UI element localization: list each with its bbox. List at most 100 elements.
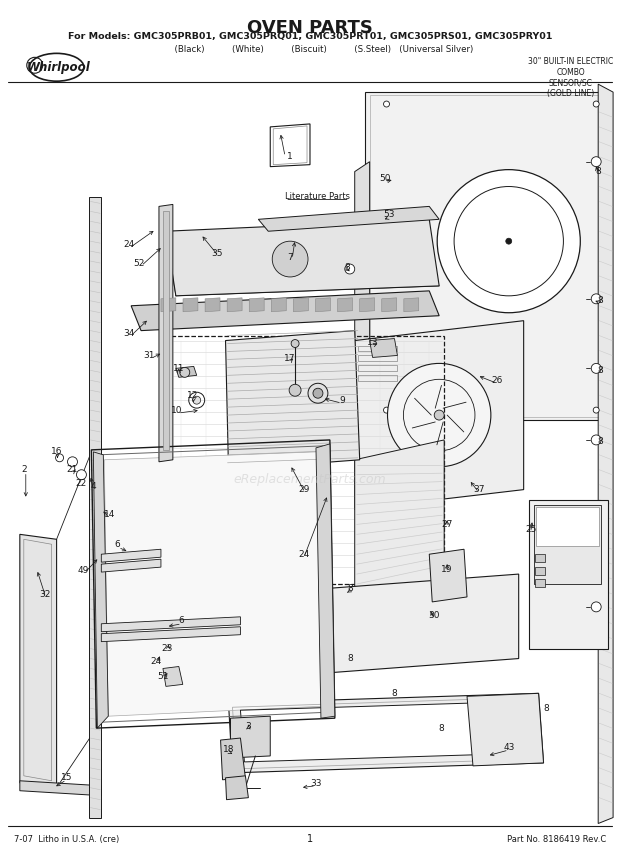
- Text: 37: 37: [473, 485, 485, 494]
- Text: 22: 22: [76, 479, 87, 488]
- Polygon shape: [241, 701, 534, 762]
- Text: eReplacementParts.com: eReplacementParts.com: [234, 473, 386, 486]
- Bar: [534, 504, 601, 584]
- Polygon shape: [293, 298, 308, 312]
- Text: 19: 19: [441, 565, 453, 574]
- Bar: [358, 355, 397, 361]
- Circle shape: [506, 238, 511, 244]
- Polygon shape: [163, 667, 183, 687]
- Text: Part No. 8186419 Rev.C: Part No. 8186419 Rev.C: [507, 835, 606, 844]
- Polygon shape: [231, 716, 270, 758]
- Text: Whirlpool: Whirlpool: [27, 61, 91, 74]
- Polygon shape: [183, 298, 198, 312]
- Text: 24: 24: [123, 240, 135, 248]
- Polygon shape: [226, 776, 249, 800]
- Text: 14: 14: [104, 510, 115, 519]
- Text: 18: 18: [223, 746, 234, 754]
- Circle shape: [193, 396, 201, 404]
- Text: 30: 30: [428, 611, 440, 621]
- Text: 6: 6: [114, 540, 120, 549]
- Circle shape: [345, 264, 355, 274]
- Polygon shape: [598, 84, 613, 823]
- Polygon shape: [320, 574, 519, 674]
- Circle shape: [591, 364, 601, 373]
- Polygon shape: [101, 550, 161, 562]
- Text: 50: 50: [379, 174, 390, 183]
- Text: 13: 13: [367, 338, 378, 347]
- Text: 8: 8: [347, 654, 353, 663]
- Circle shape: [272, 241, 308, 277]
- Text: 7: 7: [287, 253, 293, 262]
- Text: 35: 35: [211, 248, 223, 258]
- Polygon shape: [101, 617, 241, 632]
- Text: 6: 6: [178, 616, 184, 625]
- Circle shape: [313, 389, 323, 398]
- Bar: [534, 568, 544, 575]
- Text: 8: 8: [597, 437, 603, 447]
- Text: 53: 53: [384, 210, 396, 219]
- Polygon shape: [355, 162, 370, 420]
- Circle shape: [388, 364, 491, 467]
- Text: 7-07  Litho in U.S.A. (cre): 7-07 Litho in U.S.A. (cre): [14, 835, 119, 844]
- Text: 27: 27: [441, 520, 453, 529]
- Text: 31: 31: [143, 351, 155, 360]
- Polygon shape: [89, 198, 101, 817]
- Polygon shape: [94, 452, 108, 728]
- Text: OVEN PARTS: OVEN PARTS: [247, 19, 373, 37]
- Text: 11: 11: [173, 364, 185, 373]
- Circle shape: [384, 101, 389, 107]
- Polygon shape: [20, 534, 56, 788]
- Polygon shape: [316, 444, 335, 718]
- Polygon shape: [227, 298, 242, 312]
- Text: (Black)          (White)          (Biscuit)          (S.Steel)   (Universal Silv: (Black) (White) (Biscuit) (S.Steel) (Uni…: [147, 45, 473, 55]
- Text: 8: 8: [544, 704, 549, 713]
- Polygon shape: [382, 298, 397, 312]
- Polygon shape: [360, 298, 374, 312]
- Text: 15: 15: [61, 773, 73, 782]
- Polygon shape: [370, 339, 397, 358]
- Circle shape: [434, 410, 444, 420]
- Text: 30" BUILT-IN ELECTRIC
COMBO
SENSOR/SC
(GOLD LINE): 30" BUILT-IN ELECTRIC COMBO SENSOR/SC (G…: [528, 57, 613, 98]
- Text: 16: 16: [51, 448, 63, 456]
- Text: 3: 3: [246, 722, 251, 731]
- Bar: [536, 507, 599, 546]
- Polygon shape: [226, 330, 360, 470]
- Polygon shape: [259, 206, 439, 231]
- Polygon shape: [131, 291, 439, 330]
- Bar: [163, 211, 169, 450]
- Polygon shape: [159, 205, 173, 461]
- Text: 43: 43: [503, 744, 515, 752]
- Polygon shape: [101, 627, 241, 642]
- Polygon shape: [365, 92, 608, 420]
- Polygon shape: [529, 500, 608, 649]
- Polygon shape: [104, 452, 322, 716]
- Polygon shape: [429, 550, 467, 602]
- Text: 1: 1: [307, 835, 313, 844]
- Text: 8: 8: [597, 296, 603, 306]
- Text: 8: 8: [347, 585, 353, 593]
- Text: 52: 52: [133, 259, 144, 268]
- Bar: [358, 366, 397, 372]
- Text: 34: 34: [123, 329, 135, 338]
- Text: 24: 24: [150, 657, 162, 666]
- Polygon shape: [166, 219, 439, 296]
- Bar: [534, 579, 544, 587]
- Polygon shape: [221, 738, 246, 780]
- Bar: [358, 346, 397, 352]
- Polygon shape: [176, 366, 197, 377]
- Bar: [534, 554, 544, 562]
- Circle shape: [591, 435, 601, 445]
- Circle shape: [593, 407, 599, 413]
- Text: 12: 12: [187, 390, 198, 400]
- Circle shape: [591, 602, 601, 612]
- Text: 8: 8: [344, 263, 350, 271]
- Polygon shape: [355, 440, 444, 599]
- Text: 32: 32: [39, 591, 50, 599]
- Circle shape: [437, 169, 580, 312]
- Circle shape: [384, 407, 389, 413]
- Text: 10: 10: [171, 406, 182, 414]
- Text: 1: 1: [287, 152, 293, 161]
- Text: 49: 49: [78, 566, 89, 574]
- Circle shape: [76, 470, 86, 479]
- Text: 8: 8: [595, 167, 601, 176]
